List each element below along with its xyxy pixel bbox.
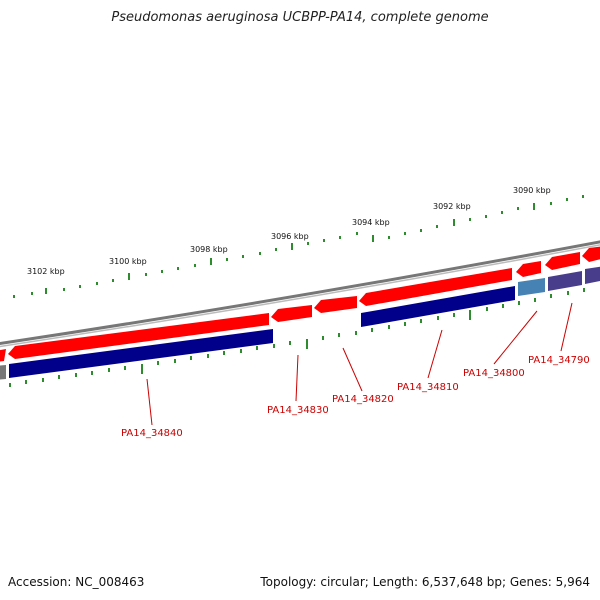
scale-label-3098: 3098 kbp xyxy=(190,245,228,254)
accession-text: Accession: NC_008463 xyxy=(8,575,145,589)
reverse-genes xyxy=(0,266,600,380)
scale-label-3094: 3094 kbp xyxy=(352,218,390,227)
scale-label-3092: 3092 kbp xyxy=(433,202,471,211)
cds-bar-partial-right[interactable] xyxy=(585,266,600,284)
gene-label-pa14-34830: PA14_34830 xyxy=(267,405,329,416)
cds-bar-pa14-34800[interactable] xyxy=(518,278,545,296)
genome-backbone-shadow xyxy=(0,244,600,348)
cds-bar-pa14-34840[interactable] xyxy=(9,329,273,378)
inner-scale-ticks xyxy=(9,288,585,387)
gene-label-pa14-34840: PA14_34840 xyxy=(121,428,183,439)
scale-label-3102: 3102 kbp xyxy=(27,267,65,276)
scale-label-3100: 3100 kbp xyxy=(109,257,147,266)
outer-scale-ticks xyxy=(13,195,584,298)
gene-label-pa14-34820: PA14_34820 xyxy=(332,394,394,405)
scale-label-3090: 3090 kbp xyxy=(513,186,551,195)
gene-label-pa14-34790: PA14_34790 xyxy=(528,355,590,366)
gene-arrow-pa14-34810-fwd[interactable] xyxy=(359,268,512,306)
label-leaders xyxy=(146,302,573,426)
cds-bar-partial-left[interactable] xyxy=(0,365,6,380)
cds-bar-pa14-34810[interactable] xyxy=(361,286,515,327)
scale-label-3096: 3096 kbp xyxy=(271,232,309,241)
gene-arrow-partial-left[interactable] xyxy=(0,349,6,362)
gene-arrow-partial-right[interactable] xyxy=(582,246,600,262)
map-title: Pseudomonas aeruginosa UCBPP-PA14, compl… xyxy=(111,10,489,25)
gene-label-pa14-34810: PA14_34810 xyxy=(397,382,459,393)
gene-label-pa14-34800: PA14_34800 xyxy=(463,368,525,379)
gene-arrow-pa14-34830-fwd[interactable] xyxy=(271,305,312,322)
cds-bar-pa14-34790[interactable] xyxy=(548,271,582,291)
genome-summary-text: Topology: circular; Length: 6,537,648 bp… xyxy=(260,575,590,589)
gene-arrow-pa14-34840-fwd[interactable] xyxy=(8,313,269,359)
gene-arrow-pa14-34790-fwd[interactable] xyxy=(545,252,580,270)
genome-backbone xyxy=(0,240,600,346)
gene-arrow-pa14-34800-fwd[interactable] xyxy=(516,261,541,277)
gene-arrow-pa14-34820-fwd[interactable] xyxy=(314,296,357,313)
forward-genes xyxy=(0,246,600,362)
